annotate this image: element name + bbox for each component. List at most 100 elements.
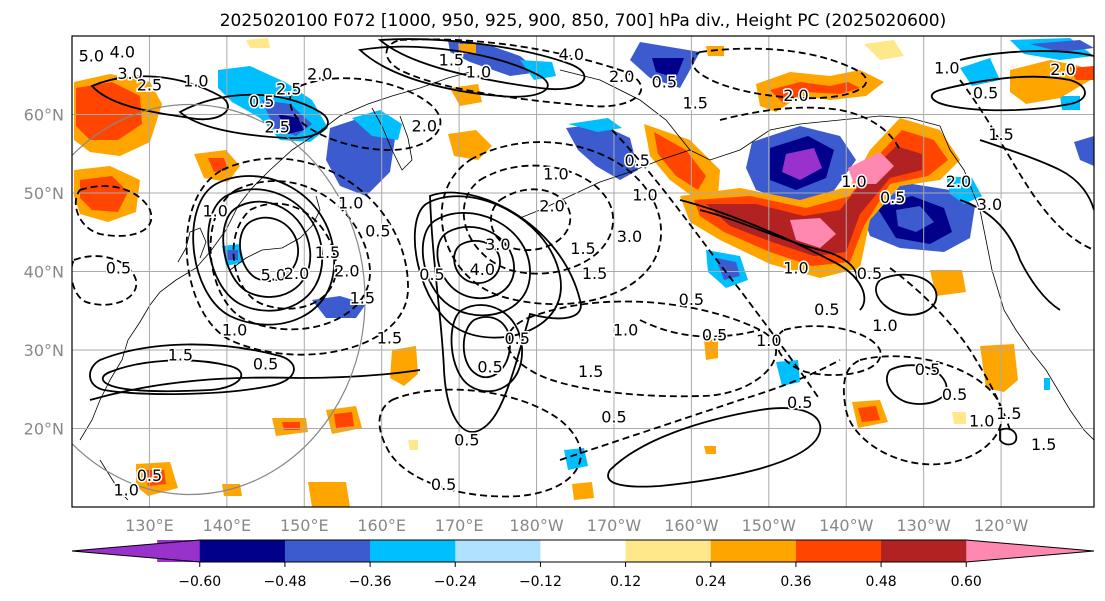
contour-label: 3.0: [485, 235, 510, 254]
div-positive-manchuria-core: [208, 158, 228, 172]
colorbar-extend-high: [966, 540, 1094, 562]
div-positive-hawaii-2: [704, 338, 718, 360]
colorbar-tick-label: −0.24: [434, 574, 477, 590]
contour-label: 1.0: [969, 412, 994, 431]
coast-north-america-west: [939, 125, 1094, 441]
contour-label: 1.0: [466, 62, 491, 81]
div-positive-pacific-1: [704, 446, 716, 454]
pos-contour-canada-3: [979, 139, 1094, 211]
contour-label: 0.5: [249, 92, 274, 111]
contour-label: 2.0: [539, 197, 564, 216]
pos-contour-japan-high-3: [207, 188, 323, 312]
contour-label: 0.5: [973, 84, 998, 103]
pos-contour-south-high-1: [462, 316, 511, 379]
div-positive-hawaii-1-core: [858, 406, 880, 422]
latitude-tick-labels: 20°N 30°N 40°N 50°N 60°N: [24, 106, 64, 439]
div-negative-far-east-3: [1030, 40, 1094, 52]
pos-contour-mid-ridge: [429, 191, 582, 433]
contour-label: 1.0: [613, 321, 638, 340]
coast-aleutians: [519, 149, 691, 219]
neg-contour-japan-low-3: [185, 157, 409, 356]
lon-tick-label: 160°E: [357, 516, 406, 535]
pos-contour-canada-1: [930, 75, 1086, 112]
lat-tick-label: 20°N: [24, 420, 64, 439]
lat-tick-label: 40°N: [24, 263, 64, 282]
div-negative-gulf-of-alaska-edge: [568, 118, 622, 132]
lat-tick-label: 60°N: [24, 106, 64, 125]
div-negative-hawaii-north-core: [716, 258, 740, 280]
contour-label: 2.0: [1050, 60, 1075, 79]
contour-label: 1.0: [841, 172, 866, 191]
lon-tick-label: 140°E: [203, 516, 252, 535]
pos-contour-north-siberia-1: [90, 75, 229, 121]
div-positive-siberia-north: [450, 84, 482, 106]
contour-label: 2.0: [284, 264, 309, 283]
colorbar-tick-label: −0.60: [178, 574, 221, 590]
pos-contour-mid-high-1: [453, 240, 501, 284]
contour-label: 1.5: [168, 346, 193, 365]
div-positive-pacific-3: [952, 412, 966, 424]
neg-contour-midpacific-4: [506, 300, 777, 398]
contour-label: 1.5: [996, 404, 1021, 423]
div-positive-west-siberia-core: [76, 82, 142, 140]
pos-contour-japan-high-2: [222, 200, 311, 298]
contour-label: 0.5: [106, 259, 131, 278]
neg-contour-north-2: [385, 38, 643, 108]
contour-label: 1.5: [988, 125, 1013, 144]
neg-contour-east-pacific: [843, 355, 1003, 466]
lon-tick-label: 120°W: [974, 516, 1029, 535]
contour-label: 5.0: [261, 266, 286, 285]
negative-contours: [72, 38, 1094, 498]
neg-contour-south-trough: [378, 388, 582, 498]
contour-label: 0.5: [504, 329, 529, 348]
div-positive-north-china-core: [80, 176, 128, 212]
div-negative-far-east-1: [960, 58, 1000, 86]
contour-label: 1.5: [570, 239, 595, 258]
div-positive-central-1: [390, 346, 418, 386]
colorbar-tick-label: −0.12: [519, 574, 562, 590]
contour-label: 3.0: [617, 227, 642, 246]
contour-label: 1.0: [543, 164, 568, 183]
map-frame: [71, 35, 1095, 508]
pos-contour-west-low-2: [89, 343, 295, 395]
div-positive-baja: [980, 344, 1018, 392]
div-positive-alaska-north: [864, 40, 904, 60]
contour-label: 2.0: [307, 65, 332, 84]
contour-label: 0.5: [857, 264, 882, 283]
pos-contour-west-low-1: [101, 359, 243, 393]
neg-contour-gulf-line: [611, 129, 821, 401]
contour-label: 1.5: [377, 328, 402, 347]
div-negative-bering-edge: [520, 60, 556, 80]
coast-korea: [177, 227, 207, 263]
contour-label: 0.5: [880, 188, 905, 207]
pos-contour-east-loop: [885, 364, 948, 405]
pos-contour-alaska-1: [699, 209, 858, 281]
neg-contour-west-1: [74, 185, 153, 237]
contour-label: 1.0: [632, 186, 657, 205]
colorbar-tick-label: −0.48: [263, 574, 306, 590]
map-content: 5.0 4.03.02.5 1.00.52.52.02.5 2.01.51.04.02…: [72, 36, 1094, 507]
contour-label: 2.0: [609, 67, 634, 86]
pos-contour-west-line: [89, 369, 421, 401]
neg-contour-midpacific-1: [490, 188, 572, 251]
contour-label: 1.5: [439, 51, 464, 70]
div-positive-arctic-east-core: [1070, 66, 1094, 80]
div-negative-canada-edge: [946, 176, 982, 204]
colorbar: −0.60 −0.48 −0.36 −0.24 −0.12 0.12 0.24 0.36 0.4…: [71, 539, 1095, 590]
colorbar-swatch: [157, 540, 201, 562]
div-negative-far-east-5: [1060, 96, 1080, 110]
coast-philippines: [99, 459, 129, 501]
div-positive-south-4: [572, 482, 594, 500]
pos-contour-mid-high-2: [436, 226, 515, 300]
contour-label: 1.5: [315, 243, 340, 262]
div-negative-okhotsk-edge: [352, 110, 402, 140]
div-negative-east-japan: [312, 296, 366, 318]
contour-label: 0.5: [419, 265, 444, 284]
contour-label: 0.5: [477, 357, 502, 376]
coast-asia-east: [79, 71, 471, 441]
contour-label: 0.5: [624, 151, 649, 170]
height-contours: [72, 38, 1094, 498]
contour-label: 1.5: [582, 264, 607, 283]
projection-circle: [72, 103, 366, 496]
